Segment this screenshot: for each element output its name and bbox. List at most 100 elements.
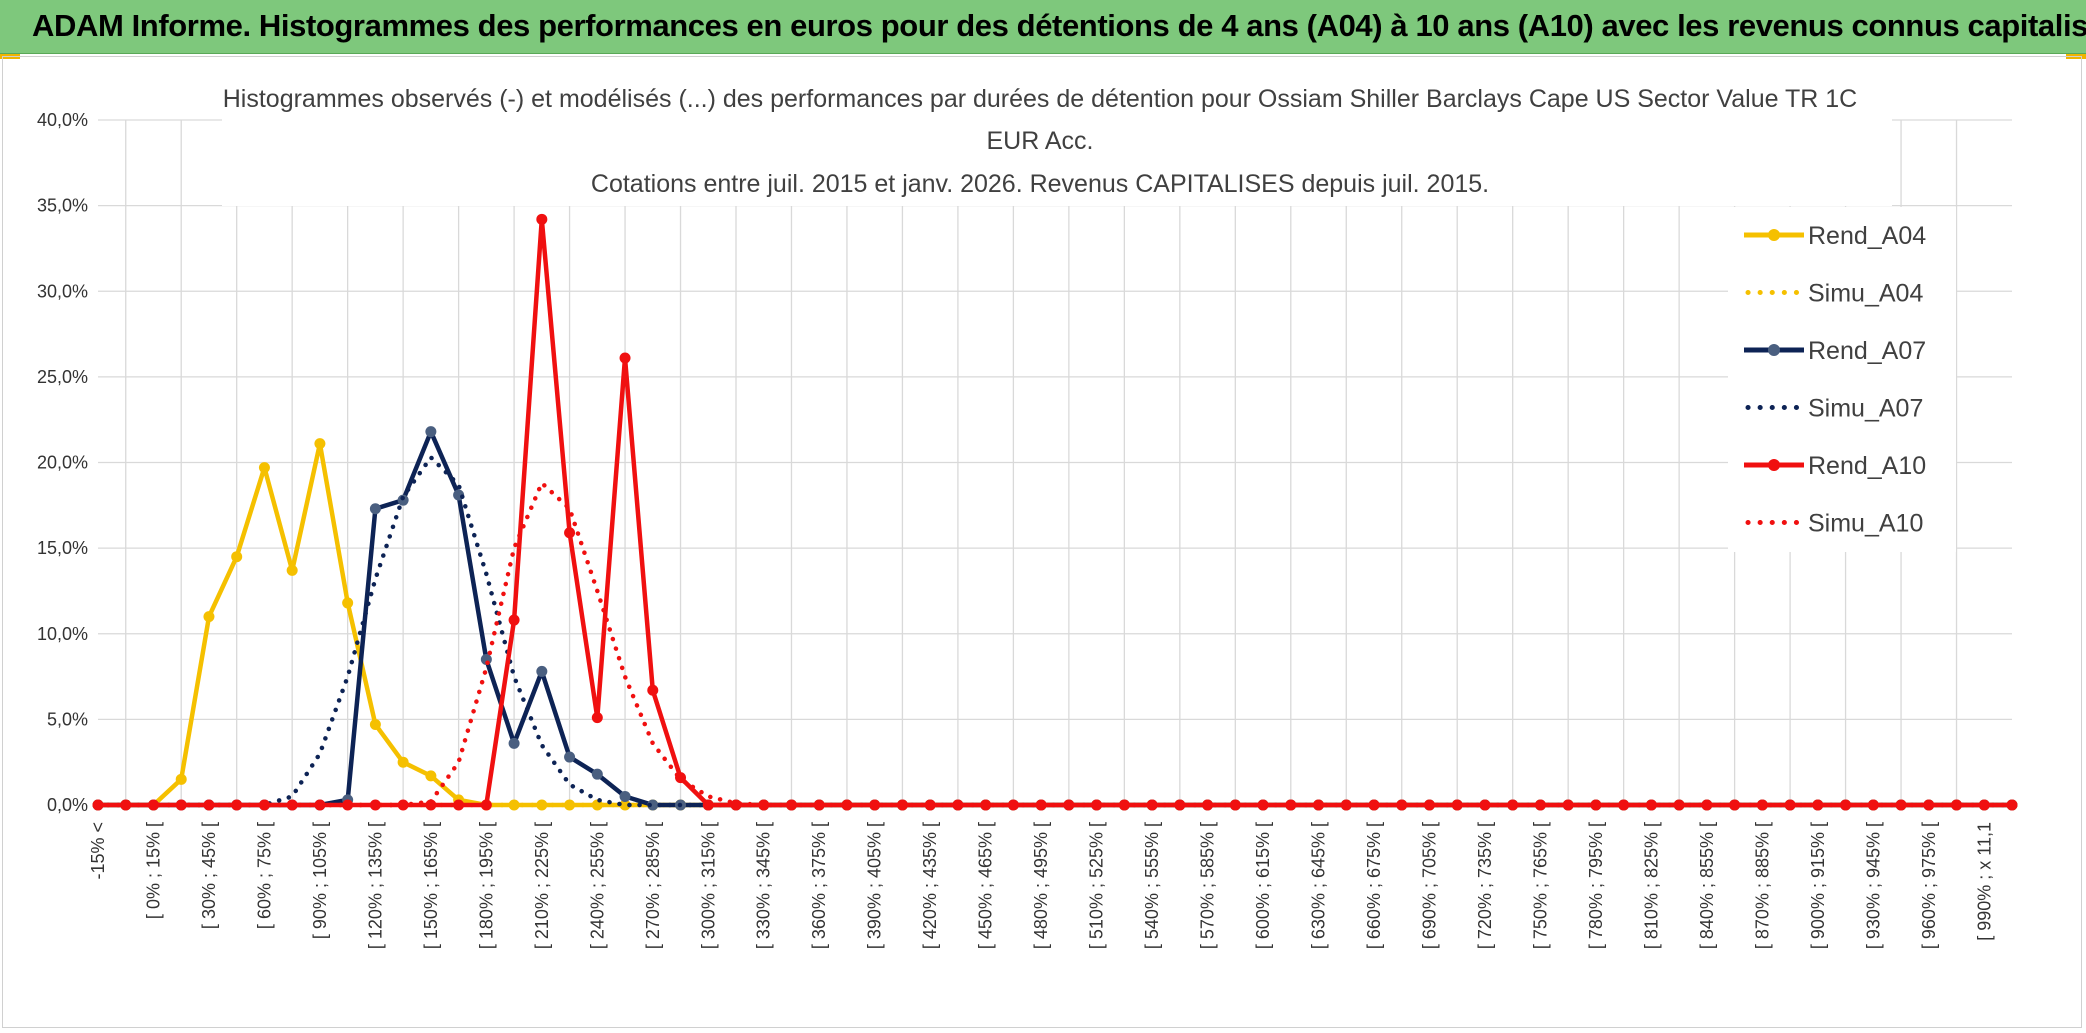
- rend-a10-point: [619, 352, 631, 364]
- chart-title-background: [222, 80, 1892, 206]
- x-tick-label: [ 90% ; 105% [: [310, 822, 330, 939]
- chart-title-line: Histogrammes observés (-) et modélisés (…: [223, 85, 1857, 113]
- rend-a07-point: [564, 751, 576, 763]
- x-tick-label: [ 30% ; 45% [: [199, 822, 219, 929]
- rend-a07-legend-marker: [1768, 344, 1780, 356]
- rend-a10-point: [536, 213, 548, 225]
- rend-a10-point: [1867, 799, 1879, 811]
- rend-a10-point: [1701, 799, 1713, 811]
- chart-title: Histogrammes observés (-) et modélisés (…: [222, 80, 1892, 206]
- rend-a10-point: [1423, 799, 1435, 811]
- report-title: ADAM Informe. Histogrammes des performan…: [32, 8, 2086, 43]
- y-tick-label: 25,0%: [37, 367, 88, 387]
- rend-a10-point: [1396, 799, 1408, 811]
- rend-a04-legend-label: Rend_A04: [1808, 222, 1926, 250]
- x-tick-label: [ 930% ; 945% [: [1863, 822, 1883, 949]
- simu-a07-line: [95, 455, 2015, 808]
- rend-a04-point: [175, 773, 187, 785]
- simu-a07-legend-label: Simu_A07: [1808, 395, 1923, 423]
- rend-a10-point: [1590, 799, 1602, 811]
- x-tick-label: -15% <: [88, 822, 108, 880]
- rend-a10-point: [480, 799, 492, 811]
- gridlines: [98, 119, 2012, 806]
- x-axis-ticks: -15% < [ 0% ; 15% [ [ 30% ; 45% [ [ 60% ; 7…: [88, 822, 1994, 949]
- x-tick-label: [ 810% ; 825% [: [1641, 822, 1661, 949]
- chart-title-line: EUR Acc.: [987, 127, 1094, 155]
- x-tick-label: [ 960% ; 975% [: [1919, 822, 1939, 949]
- x-tick-label: [ 360% ; 375% [: [809, 822, 829, 949]
- rend-a07-legend-label: Rend_A07: [1808, 337, 1926, 365]
- series-lines: [92, 213, 2018, 811]
- x-tick-label: [ 570% ; 585% [: [1198, 822, 1218, 949]
- x-tick-label: [ 240% ; 255% [: [587, 822, 607, 949]
- rend-a04-point: [286, 564, 298, 576]
- rend-a10-point: [1285, 799, 1297, 811]
- rend-a07-point: [425, 426, 437, 438]
- x-tick-label: [ 210% ; 225% [: [532, 822, 552, 949]
- chart-frame: [2, 56, 2082, 1028]
- rend-a10-point: [1174, 799, 1186, 811]
- y-tick-label: 15,0%: [37, 538, 88, 558]
- rend-a10-point: [841, 799, 853, 811]
- x-tick-label: [ 60% ; 75% [: [254, 822, 274, 929]
- rend-a04-line: [98, 441, 2012, 808]
- rend-a10-point: [1507, 799, 1519, 811]
- x-tick-label: [ 450% ; 465% [: [976, 822, 996, 949]
- rend-a10-point: [647, 684, 659, 696]
- x-tick-label: [ 870% ; 885% [: [1752, 822, 1772, 949]
- rend-a10-point: [952, 799, 964, 811]
- rend-a10-point: [120, 799, 132, 811]
- y-tick-label: 20,0%: [37, 453, 88, 473]
- rend-a10-point: [369, 799, 381, 811]
- y-axis-ticks: 0,0% 5,0% 10,0% 15,0% 20,0% 25,0% 30,0% 35,0% 40…: [37, 110, 88, 815]
- rend-a10-point: [1534, 799, 1546, 811]
- rend-a10-point: [342, 799, 354, 811]
- rend-a10-point: [1729, 799, 1741, 811]
- x-tick-label: [ 0% ; 15% [: [143, 822, 163, 919]
- y-tick-label: 10,0%: [37, 624, 88, 644]
- rend-a10-point: [702, 799, 714, 811]
- rend-a10-point: [1313, 799, 1325, 811]
- x-tick-label: [ 780% ; 795% [: [1586, 822, 1606, 949]
- rend-a10-point: [869, 799, 881, 811]
- y-tick-label: 40,0%: [37, 110, 88, 130]
- x-tick-label: [ 990% ; x 11,1: [1974, 822, 1994, 941]
- chart-title-line: Cotations entre juil. 2015 et janv. 2026…: [591, 170, 1489, 198]
- x-tick-label: [ 690% ; 705% [: [1419, 822, 1439, 949]
- rend-a04-point: [369, 719, 381, 731]
- rend-a10-point: [508, 614, 520, 626]
- rend-a10-point: [2006, 799, 2018, 811]
- simu-a10-line: [95, 480, 2015, 808]
- chart-legend: Rend_A04 Simu_A04 Rend_A07 Simu_A07 Rend_A10…: [1728, 207, 1956, 552]
- rend-a07-point: [619, 790, 631, 802]
- rend-a10-point: [231, 799, 243, 811]
- y-tick-label: 5,0%: [47, 709, 88, 729]
- rend-a10-point: [425, 799, 437, 811]
- rend-a10-legend-label: Rend_A10: [1808, 452, 1926, 480]
- rend-a10-point: [1923, 799, 1935, 811]
- rend-a07-point: [536, 665, 548, 677]
- rend-a07-line: [98, 429, 2012, 808]
- x-tick-label: [ 420% ; 435% [: [920, 822, 940, 949]
- legend-background: [1728, 207, 1956, 552]
- rend-a04-point: [564, 799, 576, 811]
- x-tick-label: [ 600% ; 615% [: [1253, 822, 1273, 949]
- x-tick-label: [ 540% ; 555% [: [1142, 822, 1162, 949]
- rend-a10-point: [758, 799, 770, 811]
- x-tick-label: [ 150% ; 165% [: [421, 822, 441, 949]
- rend-a07-point: [508, 737, 520, 749]
- x-tick-label: [ 120% ; 135% [: [365, 822, 385, 949]
- rend-a10-point: [175, 799, 187, 811]
- y-tick-label: 0,0%: [47, 795, 88, 815]
- rend-a10-point: [1951, 799, 1963, 811]
- simu-a10-legend-label: Simu_A10: [1808, 510, 1923, 538]
- rend-a10-point: [453, 799, 465, 811]
- rend-a07-point: [591, 768, 603, 780]
- x-tick-label: [ 900% ; 915% [: [1808, 822, 1828, 949]
- rend-a04-point: [342, 597, 354, 609]
- rend-a04-legend-marker: [1768, 229, 1780, 241]
- rend-a07-point: [647, 799, 659, 811]
- x-tick-label: [ 480% ; 495% [: [1031, 822, 1051, 949]
- y-tick-label: 35,0%: [37, 196, 88, 216]
